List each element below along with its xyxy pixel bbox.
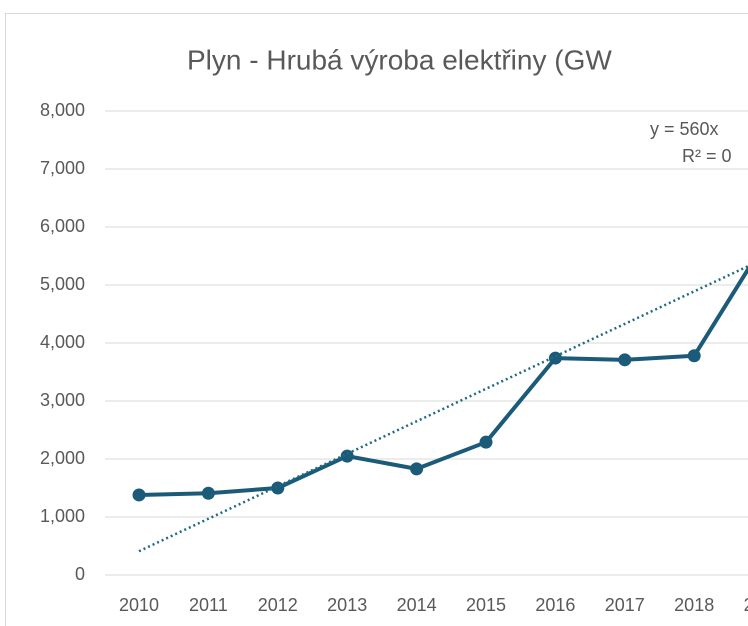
data-point xyxy=(410,462,424,476)
data-point xyxy=(687,349,701,363)
x-tick-label: 2010 xyxy=(119,595,159,615)
y-tick-label: 5,000 xyxy=(40,274,85,294)
trend-equation: y = 560x xyxy=(650,119,719,139)
x-tick-label: 2015 xyxy=(466,595,506,615)
data-point xyxy=(479,435,493,449)
y-tick-label: 1,000 xyxy=(40,506,85,526)
series-line xyxy=(138,265,748,497)
y-tick-label: 0 xyxy=(75,564,85,584)
x-tick-label: 2011 xyxy=(189,595,228,615)
y-tick-label: 7,000 xyxy=(40,158,85,178)
data-point xyxy=(201,486,215,500)
chart-title: Plyn - Hrubá výroba elektřiny (GW xyxy=(187,44,612,75)
x-tick-label: 2013 xyxy=(327,595,367,615)
data-point xyxy=(618,353,632,367)
x-tick-label: 2017 xyxy=(605,595,645,615)
data-point xyxy=(340,449,354,463)
x-tick-label: 2014 xyxy=(397,595,437,615)
data-point xyxy=(548,351,562,365)
y-tick-label: 3,000 xyxy=(40,390,85,410)
y-tick-label: 6,000 xyxy=(40,216,85,236)
y-tick-label: 8,000 xyxy=(40,100,85,120)
x-tick-label: 2016 xyxy=(535,595,575,615)
x-tick-label: 2019 xyxy=(744,595,748,615)
data-point xyxy=(132,488,146,502)
y-tick-label: 2,000 xyxy=(40,448,85,468)
data-point xyxy=(271,481,285,495)
y-tick-label: 4,000 xyxy=(40,332,85,352)
x-tick-label: 2018 xyxy=(674,595,714,615)
trend-r2: R² = 0 xyxy=(682,146,732,166)
chart-frame xyxy=(5,13,748,626)
x-tick-label: 2012 xyxy=(258,595,298,615)
